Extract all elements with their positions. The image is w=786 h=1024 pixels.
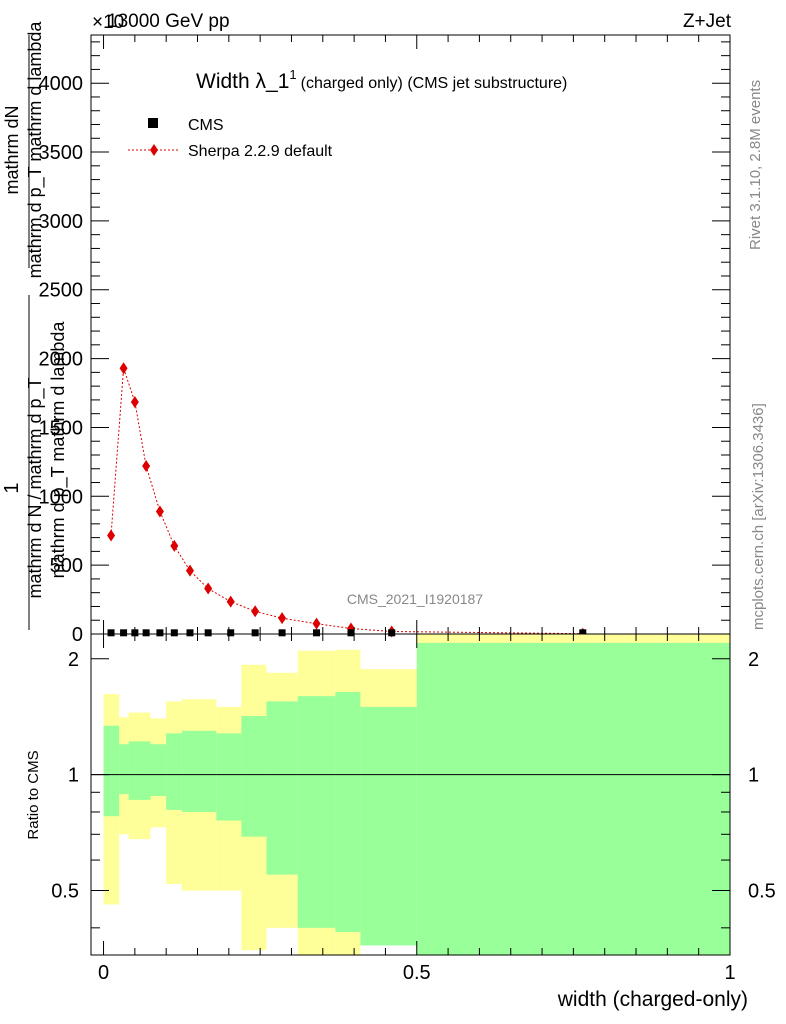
plot-title-sup: 1 — [289, 67, 296, 82]
sherpa-point — [278, 612, 287, 625]
main-y-tick-label: 2000 — [39, 349, 84, 371]
cms-point — [251, 629, 259, 637]
ratio-inner-band — [297, 696, 336, 928]
main-y-tick-label: 3000 — [39, 211, 84, 233]
ratio-inner-band — [128, 741, 151, 800]
ratio-frame — [90, 633, 731, 956]
watermark: CMS_2021_I1920187 — [347, 591, 483, 607]
x-axis-label: width (charged-only) — [557, 988, 748, 1011]
cms-point — [170, 629, 178, 637]
sherpa-point — [185, 564, 194, 577]
cms-point — [120, 629, 128, 637]
main-x-ticks — [103, 35, 731, 634]
ylabel-denominator-overlap: mathrm d p_T mathrm d lambda — [48, 321, 69, 579]
legend-sherpa-marker — [150, 144, 158, 156]
main-y-tick-label: 2500 — [39, 280, 84, 302]
ratio-inner-band — [150, 744, 167, 797]
ratio-y-ticks: 0.5 0.5 1 1 2 2 — [51, 649, 776, 929]
cms-point — [388, 629, 396, 637]
main-y-tick-label: 3500 — [39, 142, 84, 164]
cms-point — [204, 629, 212, 637]
ratio-inner-band — [181, 730, 217, 812]
x-tick-label: 1 — [724, 962, 735, 984]
ratio-y-tick-label: 1 — [68, 765, 79, 787]
ratio-inner-band — [119, 744, 129, 795]
sherpa-point — [155, 505, 164, 518]
legend-cms-label: CMS — [188, 117, 224, 134]
energy-label: 13000 GeV pp — [107, 11, 230, 32]
ratio-bands — [103, 634, 730, 955]
ratio-inner-band — [335, 691, 361, 933]
cms-point — [313, 629, 321, 637]
ylabel-numerator: mathrm dN — [2, 105, 22, 194]
exponent-label: ×10 — [92, 12, 124, 33]
ratio-inner-band — [416, 642, 730, 955]
ratio-y-label: Ratio to CMS — [25, 750, 42, 839]
cms-point — [107, 629, 115, 637]
sherpa-point — [312, 617, 321, 630]
main-y-label: mathrm dN mathrm d p_T mathrm d lambda 1… — [1, 21, 69, 630]
ratio-y-tick-label-right: 0.5 — [748, 881, 776, 903]
ratio-y-tick-label: 2 — [68, 649, 79, 671]
cms-point — [278, 629, 286, 637]
ratio-inner-band — [103, 725, 120, 817]
rivet-label: Rivet 3.1.10, 2.8M events — [747, 80, 764, 250]
cms-point — [227, 629, 235, 637]
legend-cms-marker — [148, 118, 158, 128]
ratio-y-tick-label-right: 1 — [748, 765, 759, 787]
main-y-tick-label: 1500 — [39, 417, 84, 439]
cms-point — [579, 629, 587, 637]
ratio-panel: 0.5 0.51 12 2 0 0.5 1 Ratio to CMS width (cha… — [25, 633, 776, 1011]
x-tick-label: 0 — [98, 962, 109, 984]
sherpa-point — [226, 595, 235, 608]
ylabel-one: 1 — [1, 482, 23, 493]
ratio-inner-band — [241, 716, 267, 837]
ylabel-denominator: mathrm d N / mathrm d p_T — [25, 377, 46, 598]
main-marks — [107, 362, 587, 640]
sherpa-point — [204, 582, 213, 595]
cms-point — [186, 629, 194, 637]
ratio-y-tick-label: 0.5 — [51, 881, 79, 903]
plot-title: Width λ_11 (charged only) (CMS jet substr… — [196, 67, 567, 93]
x-tick-label: 0.5 — [403, 962, 431, 984]
sherpa-point — [107, 529, 116, 542]
sherpa-point — [142, 460, 151, 473]
ylabel-numerator-overlap: mathrm d p_T mathrm d lambda — [25, 21, 46, 279]
main-frame — [90, 34, 731, 635]
main-panel: 0 500 1000 1500 2000 2500 3000 3500 4000 Width λ… — [1, 21, 731, 646]
main-y-tick-label: 500 — [50, 555, 83, 577]
legend-sherpa-label: Sherpa 2.2.9 default — [188, 143, 333, 160]
ratio-inner-band — [266, 701, 298, 875]
cms-point — [142, 629, 150, 637]
mcplots-label: mcplots.cern.ch [arXiv:1306.3436] — [750, 403, 767, 630]
main-y-ticks: 0 500 1000 1500 2000 2500 3000 3500 4000 — [39, 41, 730, 646]
ratio-x-ticks: 0 0.5 1 — [98, 634, 736, 984]
sherpa-point — [170, 539, 179, 552]
process-label: Z+Jet — [683, 11, 732, 32]
main-y-tick-label: 4000 — [39, 73, 84, 95]
ratio-inner-band — [216, 733, 242, 821]
ratio-y-tick-label-right: 2 — [748, 649, 759, 671]
plot-title-suffix: (charged only) (CMS jet substructure) — [301, 75, 568, 92]
cms-point — [347, 629, 355, 637]
main-y-tick-label: 1000 — [39, 486, 84, 508]
ratio-inner-band — [360, 706, 417, 946]
sherpa-point — [251, 605, 260, 618]
main-y-tick-label: 0 — [72, 624, 83, 646]
legend: CMS Sherpa 2.2.9 default — [128, 117, 333, 160]
sherpa-point — [130, 395, 139, 408]
plot-title-main: Width λ_1 — [196, 70, 289, 93]
sherpa-point — [119, 362, 128, 375]
ratio-inner-band — [166, 733, 182, 810]
cms-point — [156, 629, 164, 637]
